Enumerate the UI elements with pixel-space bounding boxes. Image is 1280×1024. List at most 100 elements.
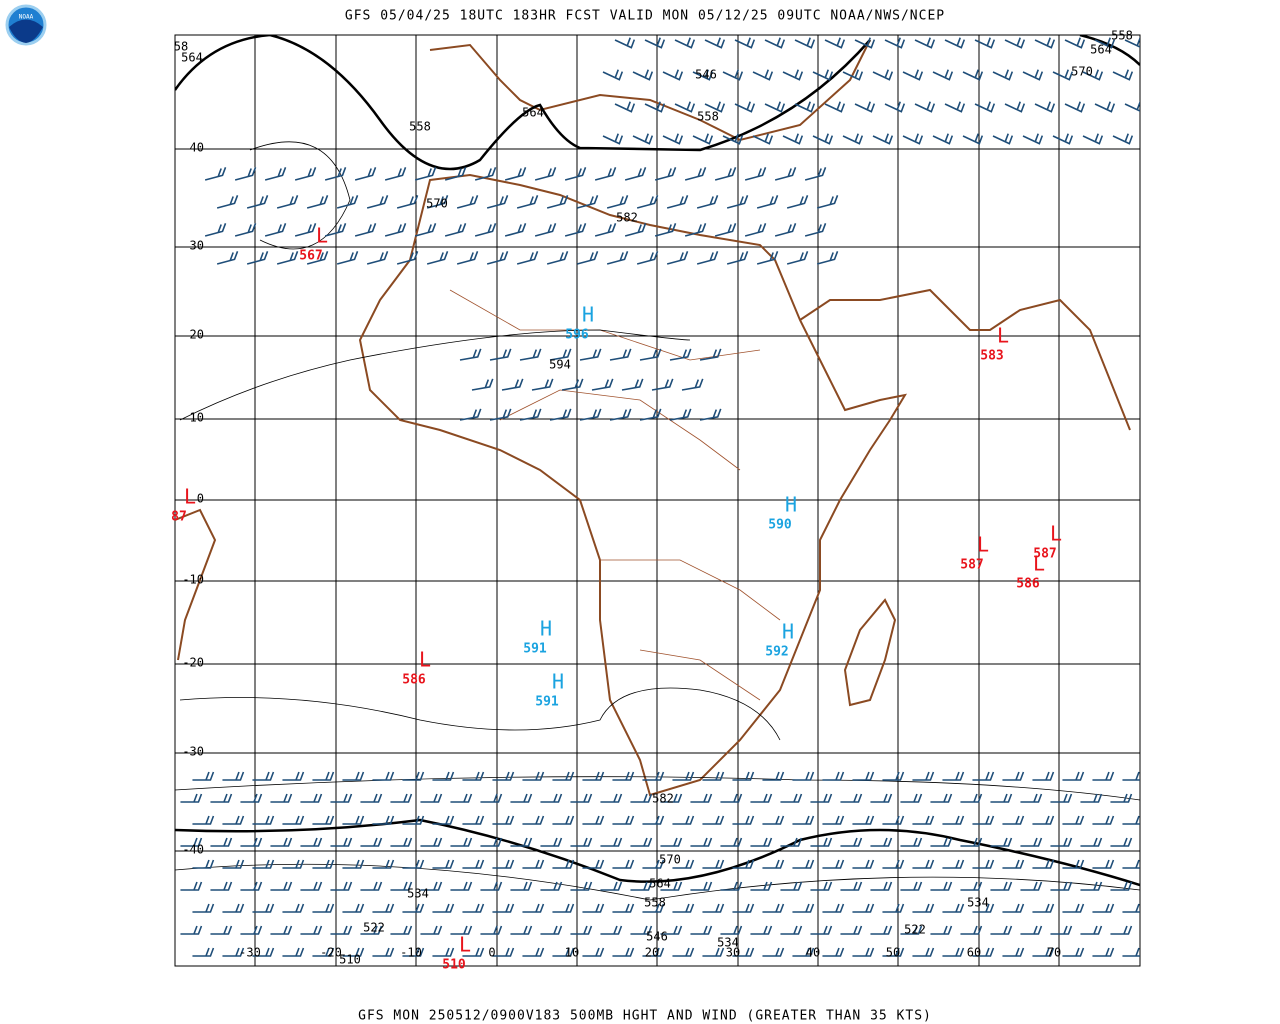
wind-barb [522,947,545,957]
wind-barb [366,195,389,209]
wind-barb [972,859,995,869]
wind-barb [882,771,905,781]
wind-barb [762,815,785,825]
wind-barb [450,793,473,803]
wind-barb [1002,903,1025,913]
wind-barb [1062,903,1085,913]
wind-barb [510,925,533,935]
longitude-label: 50 [886,946,900,960]
coastline-arabia [799,288,1131,431]
wind-barb [960,925,983,935]
wind-barb [372,815,395,825]
wind-barb [902,133,924,145]
wind-barb [591,378,614,391]
wind-barb [300,881,323,891]
wind-barb [612,859,635,869]
wind-barb [546,251,569,265]
longitude-label: 40 [806,946,820,960]
wind-barb [824,101,846,113]
wind-barb [734,101,756,113]
wind-barb [576,251,599,265]
wind-barb [756,195,779,209]
wind-barb [324,223,347,237]
wind-barb [606,251,629,265]
wind-barb [372,903,395,913]
wind-barb [900,837,923,847]
wind-barb [726,195,749,209]
wind-barb [312,947,335,957]
coastline-africa [358,173,908,797]
wind-barb [884,37,906,49]
wind-barb [576,195,599,209]
wind-barb [900,793,923,803]
pressure-center-value: 583 [980,349,1003,364]
wind-barb [402,771,425,781]
wind-barb [1082,133,1104,145]
wind-barb [420,925,443,935]
wind-barb [276,195,299,209]
wind-barb [180,793,203,803]
wind-barb [732,771,755,781]
wind-barb [630,837,653,847]
wind-barb [570,925,593,935]
wind-barb [1122,947,1140,957]
wind-barb [792,771,815,781]
wind-barb [816,251,839,265]
wind-barb [552,903,575,913]
wind-barb [1022,69,1044,81]
wind-barb [534,223,557,237]
wind-barb [216,195,239,209]
wind-barb [519,348,542,361]
wind-barb [444,223,467,237]
wind-barb [240,925,263,935]
wind-barb [564,167,587,181]
wind-barb [702,815,725,825]
wind-barb [870,837,893,847]
wind-barb [654,223,677,237]
graticule [175,35,1140,966]
wind-barb [990,925,1013,935]
wind-barb [1092,903,1115,913]
pressure-center-symbol: H [782,620,794,644]
wind-barb [1080,881,1103,891]
wind-barb [552,859,575,869]
wind-barb [722,69,744,81]
wind-barb [579,348,602,361]
wind-barb [699,348,722,361]
wind-barb [312,859,335,869]
longitude-label: 30 [726,946,740,960]
wind-barb [702,859,725,869]
wind-barb [912,903,935,913]
wind-barb [720,925,743,935]
wind-barb [1032,771,1055,781]
wind-barb [534,167,557,181]
wind-barb [492,771,515,781]
wind-barb [636,195,659,209]
wind-barb [582,815,605,825]
wind-barb [312,815,335,825]
longitude-label: 70 [1047,946,1061,960]
wind-barb [690,925,713,935]
wind-barb [692,133,714,145]
wind-barb [192,947,215,957]
wind-barb [960,793,983,803]
wind-barb [519,408,542,421]
wind-barb [252,815,275,825]
wind-barb [642,903,665,913]
wind-barb [180,881,203,891]
wind-barb [192,771,215,781]
wind-barb [252,771,275,781]
wind-barb [732,859,755,869]
pressure-center-value: 510 [442,958,466,973]
wind-barb [402,947,425,957]
wind-barb [822,947,845,957]
pressure-center-symbol: H [540,617,552,641]
wind-barb [1004,37,1026,49]
wind-barb [714,223,737,237]
wind-barb [396,195,419,209]
wind-barb [540,837,563,847]
wind-barb [932,133,954,145]
wind-barb [1034,37,1056,49]
wind-barb [246,251,269,265]
wind-barb [1052,69,1074,81]
